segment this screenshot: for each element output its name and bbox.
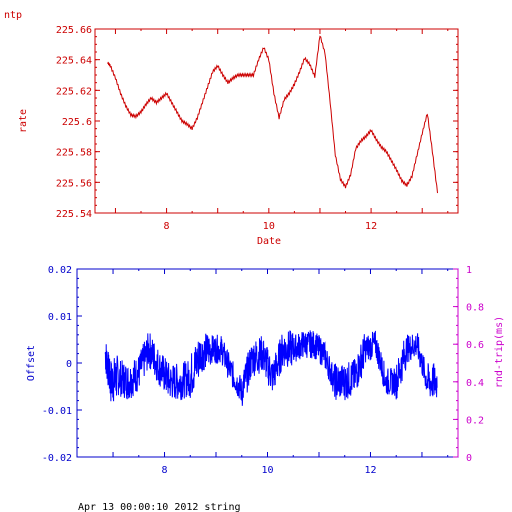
- header-label: ntp: [4, 10, 22, 21]
- offset-y-axis-label: Offset: [26, 345, 37, 381]
- rate-series-line: [107, 35, 438, 194]
- offset-series-line: [104, 330, 438, 406]
- offset-y-tick-label: -0.02: [42, 453, 72, 464]
- rate-x-tick-label: 8: [164, 221, 170, 232]
- rtt-y-tick-label: 0.8: [466, 303, 484, 314]
- offset-y-tick-label: 0.02: [48, 265, 72, 276]
- offset-x-tick-label: 12: [364, 465, 376, 476]
- rate-chart-ticks: 225.54 225.56 225.58 225.6 225.62 225.64 225.6…: [56, 25, 458, 232]
- rtt-y-axis-label: rnd-trip(ms): [494, 316, 505, 388]
- offset-x-tick-label: 10: [261, 465, 273, 476]
- rate-y-tick-label: 225.56: [56, 178, 92, 189]
- rate-y-tick-label: 225.64: [56, 56, 92, 67]
- offset-x-tick-label: 8: [162, 465, 168, 476]
- rate-y-tick-label: 225.66: [56, 25, 92, 36]
- rtt-y-tick-label: 0: [466, 453, 472, 464]
- rate-chart-frame: [94, 28, 459, 214]
- rtt-y-tick-label: 0.4: [466, 378, 484, 389]
- rate-y-axis-label: rate: [18, 109, 29, 133]
- rate-x-axis-label: Date: [257, 236, 281, 247]
- rate-x-tick-label: 10: [263, 221, 275, 232]
- footer-timestamp: Apr 13 00:00:10 2012 string: [78, 502, 241, 512]
- rtt-y-tick-label: 0.2: [466, 415, 484, 426]
- offset-y-tick-label: 0: [66, 359, 72, 370]
- rate-chart: 225.54 225.56 225.58 225.6 225.62 225.64 225.6…: [18, 25, 459, 247]
- offset-y-tick-label: 0.01: [48, 312, 72, 323]
- rtt-y-tick-label: 0.6: [466, 340, 484, 351]
- rate-y-tick-label: 225.6: [62, 117, 92, 128]
- rate-y-tick-label: 225.62: [56, 86, 92, 97]
- rate-x-tick-label: 12: [365, 221, 377, 232]
- rate-y-tick-label: 225.58: [56, 148, 92, 159]
- rate-y-tick-label: 225.54: [56, 209, 92, 220]
- offset-chart: -0.02 -0.01 0 0.01 0.02 0 0.2 0.4 0.6 0.8 1 8 10 12 O…: [26, 265, 505, 476]
- rtt-y-tick-label: 1: [466, 265, 472, 276]
- offset-y-tick-label: -0.01: [42, 406, 72, 417]
- offset-chart-ticks: -0.02 -0.01 0 0.01 0.02 0 0.2 0.4 0.6 0.8 1 8 10 12: [42, 265, 484, 476]
